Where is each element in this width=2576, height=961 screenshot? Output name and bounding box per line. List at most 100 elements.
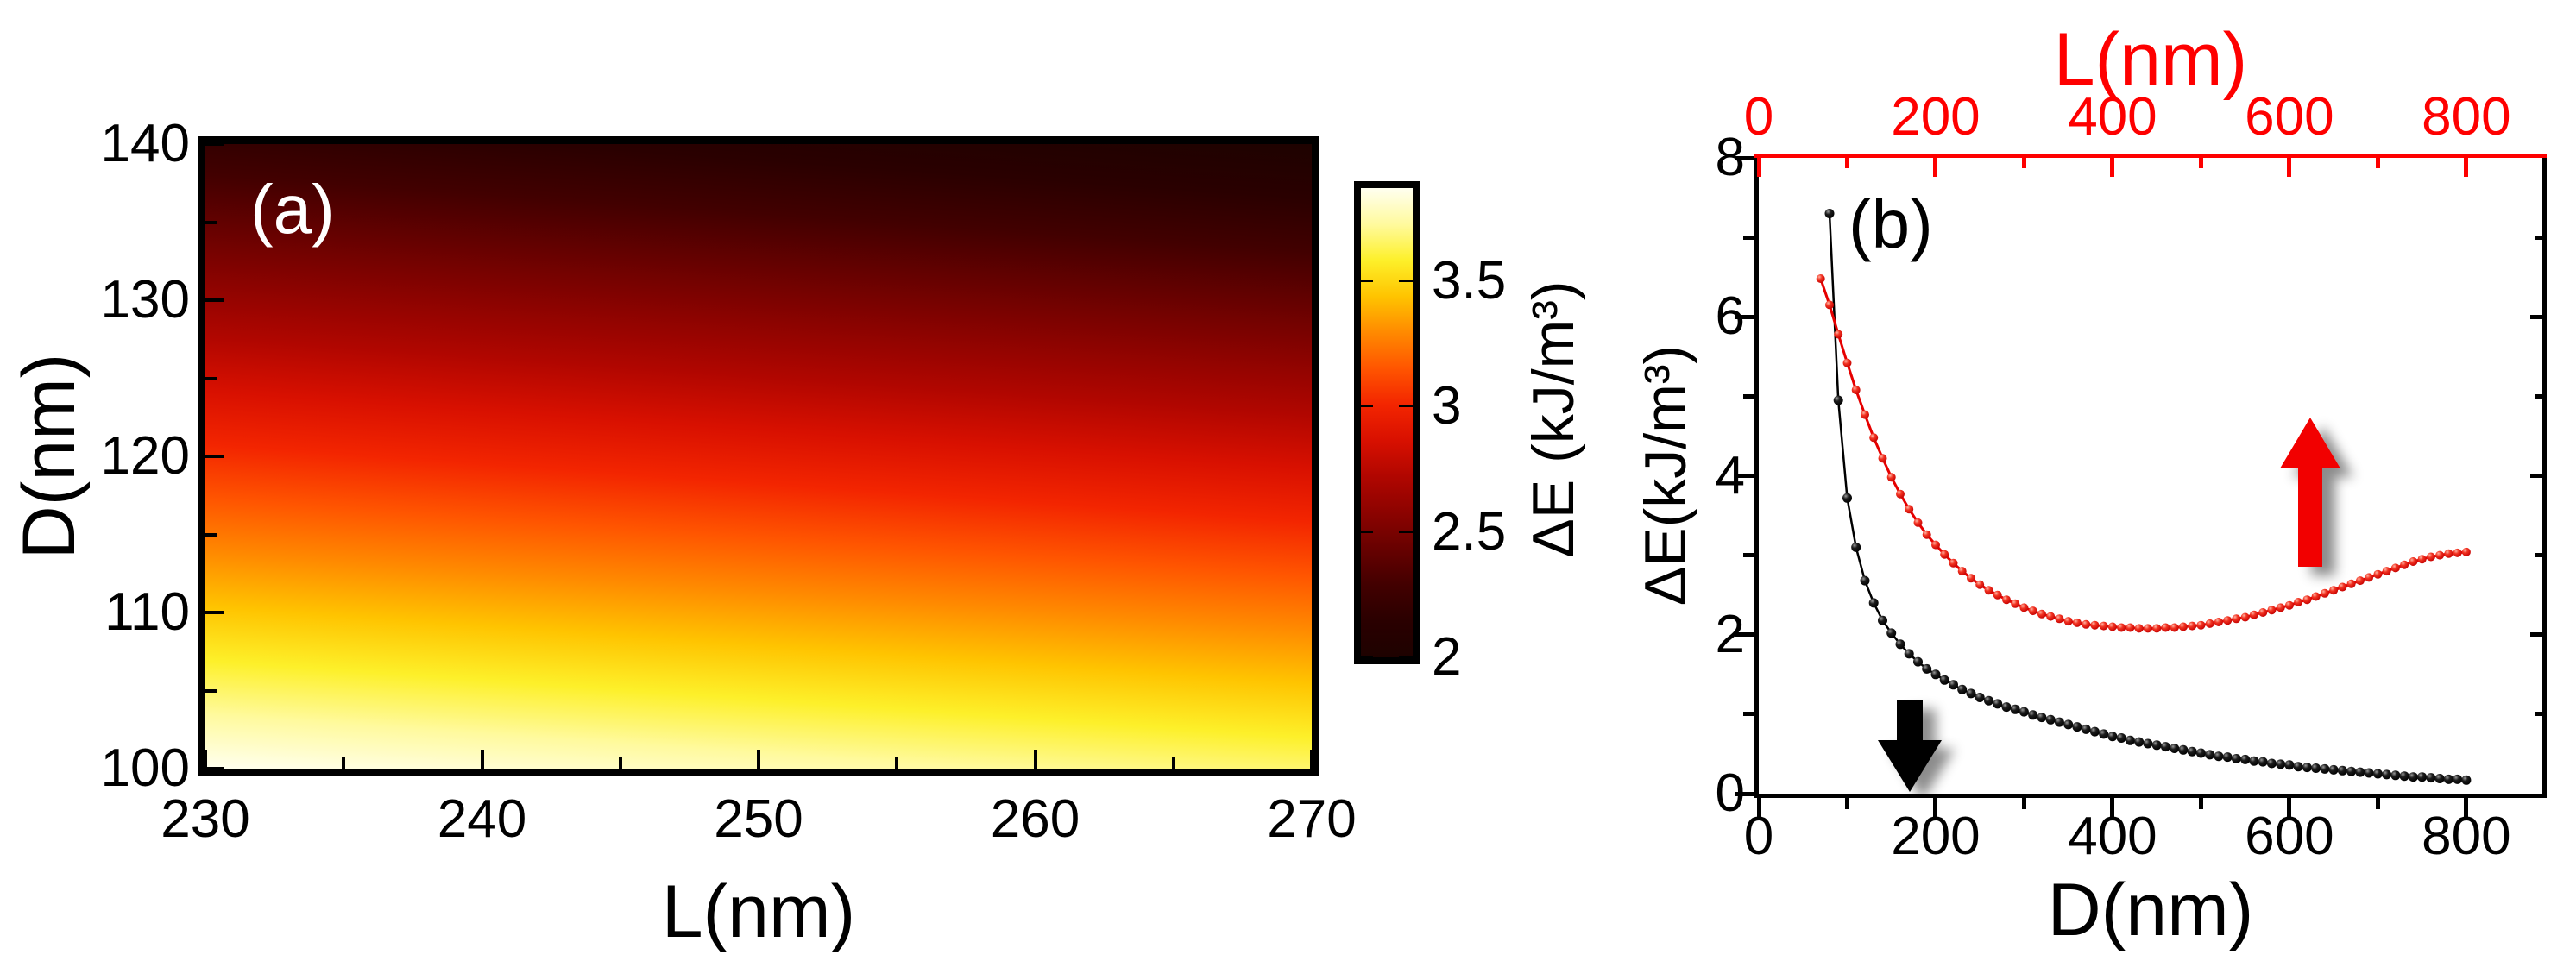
gRed-point: [1967, 574, 1975, 583]
gRed-point: [2409, 557, 2418, 566]
series-red-vs-L: [1816, 274, 2471, 633]
gBlack-point: [2054, 717, 2064, 727]
gRed-point: [1851, 386, 1861, 394]
b-top-minor-tick: [2021, 158, 2026, 168]
b-y-minor-tick: [1743, 712, 1754, 717]
gBlack-point: [2178, 744, 2189, 755]
gBlack-point: [1922, 663, 1932, 674]
gBlack-point: [2072, 722, 2082, 732]
gBlack-point: [1904, 649, 1914, 659]
b-x-major-tick: [2464, 798, 2469, 817]
gRed-point: [1940, 550, 1949, 559]
heatmap-x-tick-label-270: 270: [1267, 789, 1357, 849]
gBlack-point: [2010, 704, 2020, 714]
gRed-point: [2276, 603, 2285, 612]
gBlack-point: [2134, 737, 2145, 747]
heatmap-y-tick-label-130: 130: [100, 270, 190, 330]
gRed-point: [2382, 567, 2391, 576]
panel-a-label: (a): [250, 171, 335, 248]
b-y-major-tick: [1735, 155, 1754, 160]
b-top-tick-label-600: 600: [2245, 87, 2334, 147]
colorbar-tick: [1399, 279, 1413, 282]
gRed-point: [2329, 586, 2339, 595]
colorbar-tick: [1361, 530, 1373, 533]
gBlack-point: [2284, 760, 2295, 770]
b-y-minor-tick: [1743, 235, 1754, 240]
gBlack-point: [2195, 748, 2206, 758]
gBlack-point: [1886, 628, 1897, 638]
heatmap-x-tick-label-230: 230: [161, 789, 250, 849]
gBlack-point: [2170, 744, 2180, 753]
heatmap-x-minor-tick: [895, 757, 899, 769]
gBlack-point: [1975, 693, 1985, 702]
gRed-point: [2028, 606, 2037, 616]
b-y-major-tick: [1735, 314, 1754, 319]
gRed-point: [2082, 619, 2091, 629]
b-y-tick-label-4: 4: [1715, 445, 1745, 506]
gRed-point: [2338, 582, 2347, 592]
gRed-point: [2249, 610, 2258, 619]
gBlack-point: [2249, 756, 2259, 766]
b-top-tick-label-400: 400: [2068, 87, 2157, 147]
gBlack-point: [1868, 598, 1879, 608]
gBlack-point: [2372, 769, 2383, 779]
gRed-point: [2320, 588, 2329, 598]
gRed-point: [1816, 274, 1825, 283]
b-top-major-tick: [2110, 158, 2115, 177]
gRed-point: [2037, 609, 2046, 619]
gBlack-point: [2293, 762, 2303, 772]
heatmap-x-major-tick: [204, 750, 207, 769]
gRed-point: [1922, 530, 1931, 539]
colorbar-tick-label-2.5: 2.5: [1432, 501, 1507, 562]
b-x-tick-label-600: 600: [2245, 807, 2334, 866]
b-y-right-minor-tick: [2535, 553, 2542, 558]
gRed-point: [2302, 595, 2312, 605]
gBlack-point: [2028, 710, 2038, 720]
gBlack-point: [2258, 757, 2268, 767]
heatmap-y-major-tick: [205, 298, 224, 302]
b-y-tick-label-8: 8: [1715, 128, 1745, 187]
gBlack-point: [2187, 746, 2197, 757]
gRed-point: [1878, 454, 1887, 463]
gBlack-point: [2328, 764, 2339, 775]
gRed-point: [2444, 549, 2453, 558]
gBlack-point: [1851, 542, 1861, 552]
gBlack-point: [2453, 774, 2463, 784]
gBlack-point: [2214, 751, 2224, 762]
gRed-point: [2400, 560, 2409, 569]
gRed-point: [2205, 619, 2214, 628]
gBlack-line: [1828, 213, 2467, 782]
gBlack-point: [2426, 773, 2436, 783]
gBlack-point: [1878, 615, 1887, 625]
b-y-minor-tick: [1743, 553, 1754, 558]
gRed-point: [2365, 573, 2374, 582]
gRed-point: [2107, 622, 2117, 631]
b-y-right-major-tick: [2530, 314, 2542, 319]
heatmap-y-tick-label-110: 110: [104, 582, 190, 642]
gRed-point: [2178, 622, 2188, 631]
gBlack-point: [2399, 771, 2409, 782]
gBlack-point: [1993, 699, 2003, 709]
heatmap-y-minor-tick: [205, 376, 217, 380]
gBlack-point: [2081, 724, 2091, 734]
b-y-right-major-tick: [2530, 474, 2542, 478]
gBlack-point: [2205, 750, 2215, 760]
heatmap-y-minor-tick: [205, 220, 217, 224]
gBlack-point: [2311, 763, 2321, 773]
colorbar-tick: [1361, 656, 1373, 658]
b-x-tick-label-400: 400: [2068, 807, 2157, 866]
gRed-point: [1931, 540, 1940, 550]
b-y-tick-label-6: 6: [1715, 286, 1745, 347]
gRed-point: [1861, 410, 1869, 419]
heatmap-y-tick-label-140: 140: [100, 114, 190, 173]
gBlack-point: [2143, 738, 2153, 749]
b-x-major-tick: [1933, 798, 1938, 817]
gRed-point: [1975, 580, 1985, 589]
gRed-point: [1842, 358, 1852, 367]
heatmap-x-minor-tick: [1171, 757, 1175, 769]
gBlack-point: [1949, 680, 1958, 690]
b-x-minor-tick: [1844, 798, 1849, 809]
gBlack-point: [2037, 713, 2047, 723]
gBlack-point: [2417, 772, 2428, 782]
gRed-point: [2055, 614, 2064, 624]
